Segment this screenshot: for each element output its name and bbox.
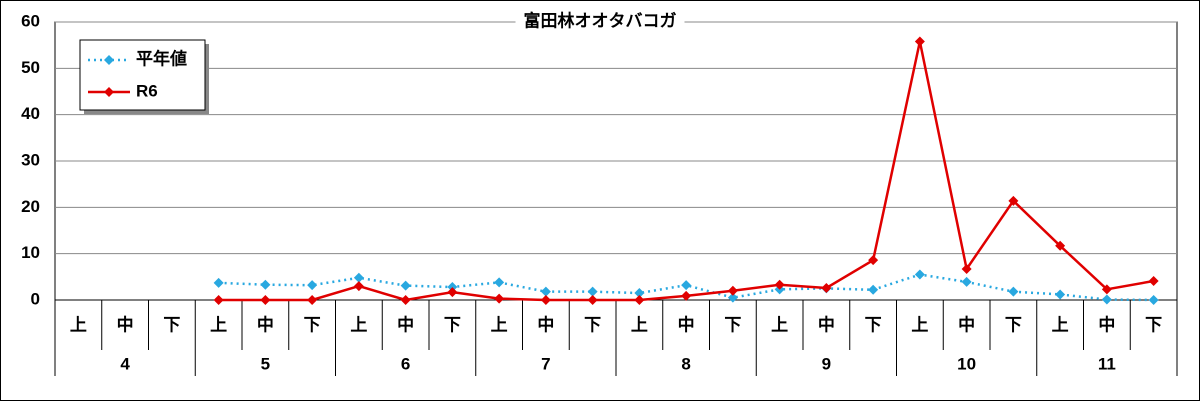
group-label: 5 xyxy=(261,354,270,373)
data-point xyxy=(1101,294,1112,305)
data-point xyxy=(634,288,645,299)
data-point xyxy=(961,263,972,274)
data-point xyxy=(1008,195,1019,206)
data-point xyxy=(681,290,692,301)
chart-title: 富田林オオタバコガ xyxy=(524,10,677,30)
data-point xyxy=(494,293,505,304)
group-label: 7 xyxy=(541,354,550,373)
x-tick-label: 下 xyxy=(163,315,180,334)
y-tick-label: 10 xyxy=(21,243,40,262)
legend xyxy=(79,39,206,111)
data-point xyxy=(914,36,925,47)
group-label: 6 xyxy=(401,354,410,373)
x-tick-label: 下 xyxy=(1145,315,1162,334)
x-tick-label: 中 xyxy=(397,314,414,334)
x-tick-label: 上 xyxy=(1052,315,1069,334)
data-point xyxy=(587,295,598,305)
x-tick-label: 中 xyxy=(1098,314,1115,334)
x-tick-label: 中 xyxy=(117,314,134,334)
data-point xyxy=(587,286,598,297)
data-point xyxy=(961,276,972,287)
data-point xyxy=(1101,284,1112,295)
legend-marker xyxy=(104,87,114,97)
data-point xyxy=(1148,295,1159,305)
data-point xyxy=(1148,276,1159,287)
data-point xyxy=(634,295,645,305)
group-label: 11 xyxy=(1098,354,1116,373)
legend-marker xyxy=(104,55,114,65)
x-tick-label: 下 xyxy=(304,315,321,334)
x-tick-label: 中 xyxy=(958,314,975,334)
data-point xyxy=(727,285,738,296)
x-tick-label: 上 xyxy=(210,315,227,334)
x-tick-label: 下 xyxy=(1005,315,1022,334)
data-point xyxy=(213,277,224,288)
y-tick-label: 40 xyxy=(21,104,40,123)
group-label: 4 xyxy=(120,354,130,373)
x-tick-label: 上 xyxy=(70,315,87,334)
legend-label: R6 xyxy=(136,81,158,100)
y-tick-label: 30 xyxy=(21,150,40,169)
x-tick-label: 下 xyxy=(724,315,741,334)
data-point xyxy=(260,279,271,290)
data-point xyxy=(447,287,458,298)
data-point xyxy=(213,295,224,305)
x-tick-label: 中 xyxy=(537,314,554,334)
title-background xyxy=(515,8,685,33)
data-point xyxy=(353,272,364,283)
data-point xyxy=(1008,286,1019,297)
data-point xyxy=(727,292,738,303)
group-label: 8 xyxy=(681,354,690,373)
data-point xyxy=(1055,289,1066,300)
x-tick-label: 上 xyxy=(491,315,508,334)
data-point xyxy=(868,284,879,295)
x-tick-label: 上 xyxy=(350,315,367,334)
x-tick-label: 上 xyxy=(631,315,648,334)
x-tick-label: 中 xyxy=(818,314,835,334)
data-point xyxy=(307,295,318,305)
x-tick-label: 上 xyxy=(771,315,788,334)
data-point xyxy=(400,295,411,305)
x-tick-label: 下 xyxy=(865,315,882,334)
data-point xyxy=(353,281,364,292)
data-point xyxy=(821,282,832,293)
data-point xyxy=(400,280,411,291)
data-point xyxy=(681,280,692,291)
data-point xyxy=(774,279,785,290)
x-tick-label: 中 xyxy=(678,314,695,334)
series-line xyxy=(218,273,1154,302)
y-tick-label: 50 xyxy=(21,58,40,77)
group-label: 9 xyxy=(822,354,831,373)
x-tick-label: 下 xyxy=(444,315,461,334)
data-point xyxy=(494,277,505,288)
y-tick-label: 60 xyxy=(21,11,40,30)
data-point xyxy=(447,282,458,293)
y-tick-label: 0 xyxy=(31,289,40,308)
y-tick-label: 20 xyxy=(21,197,40,216)
data-point xyxy=(260,295,271,305)
data-point xyxy=(1055,240,1066,251)
data-point xyxy=(540,295,551,305)
data-point xyxy=(914,269,925,280)
legend-label: 平年値 xyxy=(136,48,187,68)
x-tick-label: 下 xyxy=(584,315,601,334)
data-point xyxy=(307,280,318,291)
group-label: 10 xyxy=(957,354,976,373)
data-point xyxy=(540,286,551,297)
x-tick-label: 中 xyxy=(257,314,274,334)
data-point xyxy=(868,255,879,266)
x-tick-label: 上 xyxy=(911,315,928,334)
